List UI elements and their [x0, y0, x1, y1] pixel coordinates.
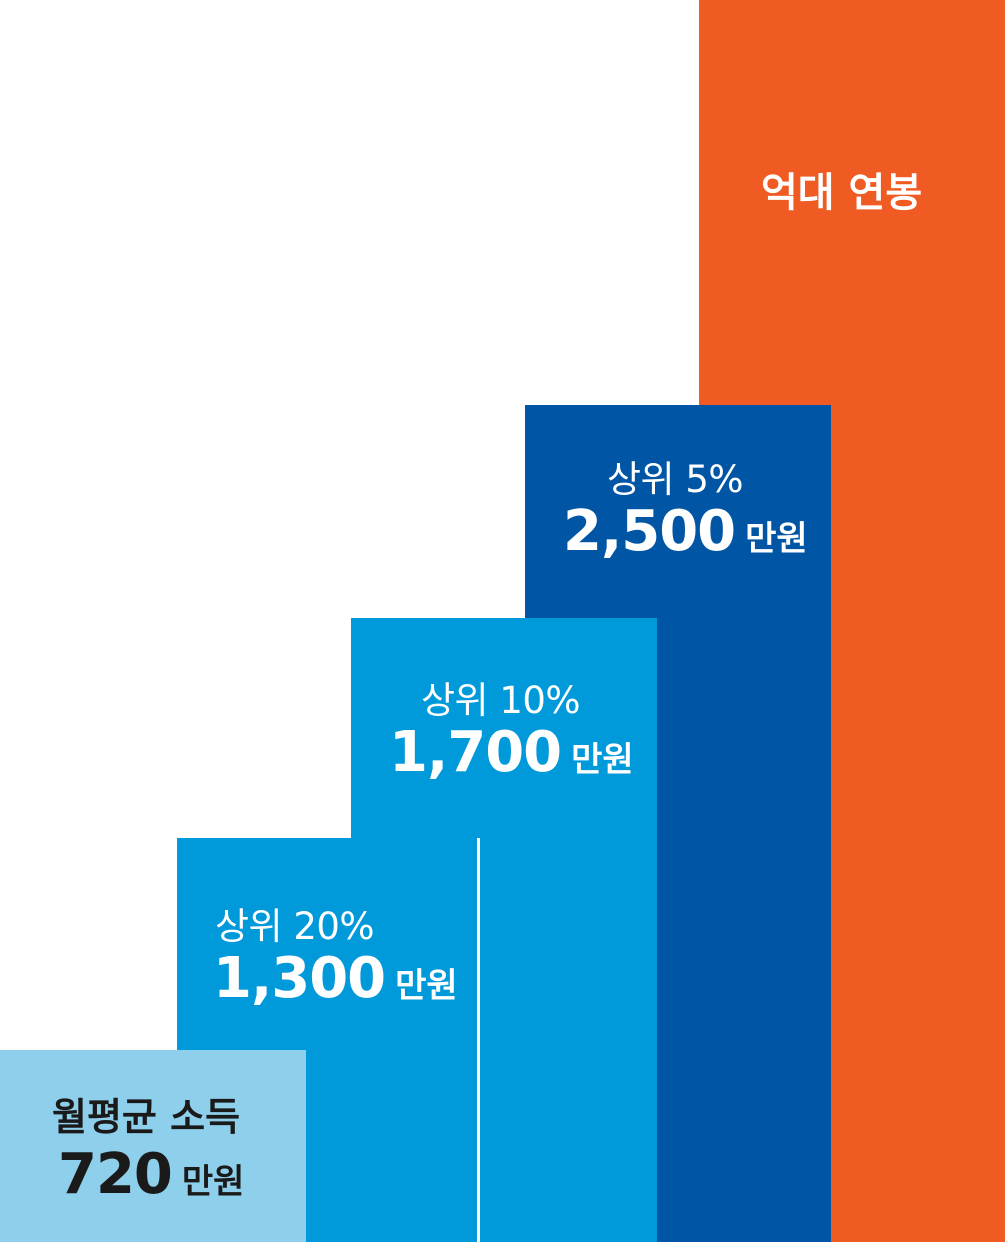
bar-unit-top-20-percent: 만원 — [395, 966, 458, 1006]
bar-amount-monthly-average-income: 720 만원 — [58, 1142, 244, 1207]
bar-unit-monthly-average-income: 만원 — [181, 1162, 245, 1202]
bar-unit-top-5-percent: 만원 — [745, 519, 808, 559]
bar-label-top-10-percent: 상위 10% — [421, 679, 581, 722]
bar-value-top-20-percent: 1,300 — [213, 946, 386, 1011]
bar-label-billion-salary: 억대 연봉 — [761, 170, 923, 216]
chart-bar-monthly-average-income: 월평균 소득 720 만원 — [0, 1050, 306, 1242]
bar-unit-top-10-percent: 만원 — [571, 740, 634, 780]
bar-label-monthly-average-income: 월평균 소득 — [52, 1095, 241, 1139]
bar-value-top-5-percent: 2,500 — [563, 499, 736, 564]
bar-label-top-5-percent: 상위 5% — [607, 458, 744, 501]
bar-value-top-10-percent: 1,700 — [389, 720, 562, 785]
bar-amount-top-10-percent: 1,700 만원 — [389, 720, 634, 785]
bar-amount-top-20-percent: 1,300 만원 — [213, 946, 458, 1011]
bar-label-top-20-percent: 상위 20% — [215, 905, 375, 948]
bar-amount-top-5-percent: 2,500 만원 — [563, 499, 808, 564]
bar-value-monthly-average-income: 720 — [58, 1142, 173, 1207]
